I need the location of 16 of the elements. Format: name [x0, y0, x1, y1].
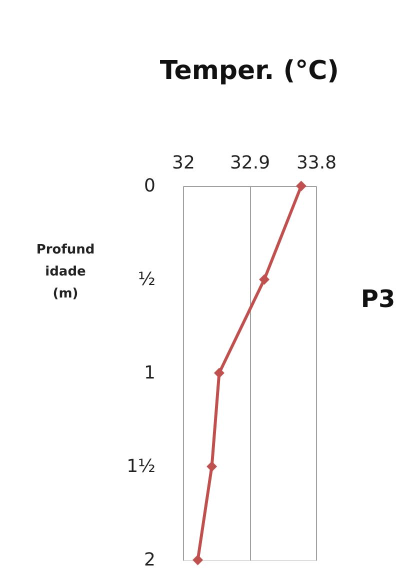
y-tick-label: 0 — [144, 176, 156, 196]
chart-title: Temper. (°C) — [160, 56, 340, 86]
point — [214, 368, 224, 378]
y-tick-label: 1½ — [126, 456, 156, 477]
text: P3 — [360, 285, 396, 313]
x-tick-label: 32.9 — [230, 152, 270, 174]
point — [296, 180, 306, 192]
y-tick-label: ½ — [138, 269, 156, 290]
y-axis-title: Profund idade (m) — [36, 242, 95, 302]
point — [259, 274, 270, 285]
point — [192, 554, 204, 566]
x-tick-label: 33.8 — [296, 152, 337, 174]
y-tick-label: 1 — [144, 362, 156, 384]
point — [206, 461, 218, 472]
x-tick-label: 32 — [172, 152, 195, 174]
y-tick-label: 2 — [144, 550, 156, 570]
